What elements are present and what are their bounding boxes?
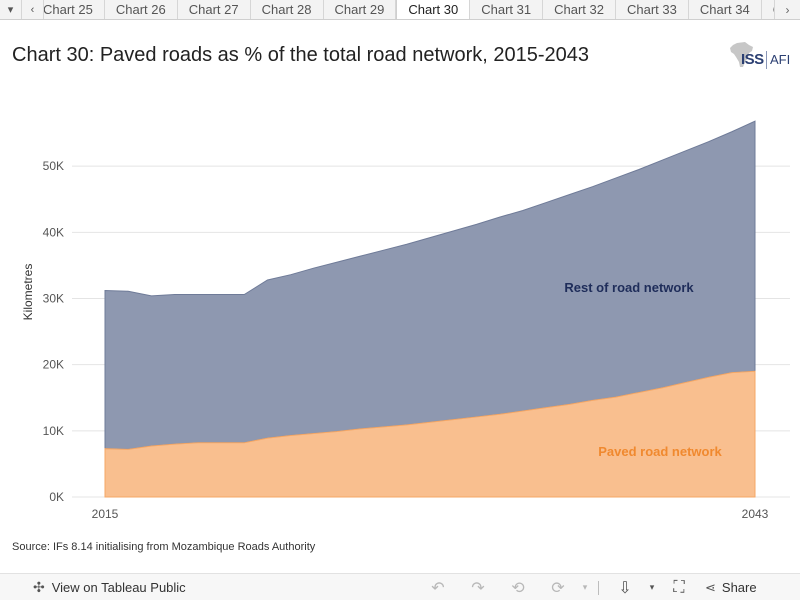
tab-scroll-left-button[interactable]: ‹ [22, 0, 44, 19]
series-label-rest: Rest of road network [564, 280, 694, 295]
series-label-paved: Paved road network [598, 444, 722, 459]
y-tick-label: 50K [43, 159, 64, 173]
caret-down-icon: ▾ [7, 4, 14, 16]
share-button[interactable]: ⋖ Share [705, 580, 757, 596]
share-label: Share [721, 580, 757, 595]
refresh-icon[interactable]: ⟳ [551, 579, 565, 597]
tab-chart-34[interactable]: Chart 34 [688, 0, 762, 19]
undo-icon[interactable]: ↶ [431, 579, 445, 597]
y-tick-label: 0K [49, 490, 64, 504]
y-tick-label: 40K [43, 225, 64, 239]
tab-chart-32[interactable]: Chart 32 [543, 0, 616, 19]
fullscreen-icon[interactable]: ⛶ [673, 578, 685, 596]
x-axis-ticks: 2015 2043 [92, 507, 769, 521]
y-axis-title: Kilometres [21, 264, 35, 321]
tab-list: Chart 25 Chart 26 Chart 27 Chart 28 Chart 29… [44, 0, 774, 19]
tab-chart-30[interactable]: Chart 30 [396, 0, 471, 19]
logo-text-secondary: AFI [770, 52, 791, 67]
y-tick-label: 30K [43, 292, 64, 306]
tab-chart-27[interactable]: Chart 27 [177, 0, 251, 19]
toolbar-divider [598, 580, 599, 595]
area-paved-road-network[interactable] [104, 370, 756, 498]
chevron-left-icon: ‹ [30, 3, 35, 16]
africa-map-icon [730, 42, 753, 67]
tab-chart-29[interactable]: Chart 29 [323, 0, 397, 19]
tableau-icon: ✣ [33, 578, 45, 595]
sheet-tab-bar: ▾ ‹ Chart 25 Chart 26 Chart 27 Chart 28 Char… [0, 0, 800, 20]
y-axis-ticks: 0K 10K 20K 30K 40K 50K [43, 159, 64, 504]
chart-title: Chart 30: Paved roads as % of the total … [12, 44, 590, 66]
tableau-toolbar: ✣ View on Tableau Public ↶ ↷ ⟲ ⟳ ▾ ⇩ ▾ ⛶… [0, 573, 800, 600]
tab-chart-26[interactable]: Chart 26 [104, 0, 178, 19]
tab-scroll-right-button[interactable]: › [774, 0, 800, 19]
logo-divider [766, 51, 767, 69]
tab-chart-35[interactable]: Chart 35 [761, 0, 774, 19]
share-icon: ⋖ [705, 579, 716, 595]
logo-text: ISS [741, 51, 764, 68]
redo-icon[interactable]: ↷ [471, 579, 485, 597]
view-on-tableau-public-link[interactable]: ✣ View on Tableau Public [33, 579, 186, 596]
y-tick-label: 20K [43, 358, 64, 372]
tab-chart-25[interactable]: Chart 25 [44, 0, 105, 19]
x-tick-label: 2015 [92, 507, 119, 521]
tab-chart-31[interactable]: Chart 31 [470, 0, 544, 19]
chevron-right-icon: › [785, 2, 790, 17]
refresh-dropdown-icon[interactable]: ▾ [582, 582, 588, 592]
tab-menu-button[interactable]: ▾ [0, 0, 22, 19]
revert-icon[interactable]: ⟲ [511, 579, 525, 597]
tab-chart-33[interactable]: Chart 33 [616, 0, 689, 19]
source-note: Source: IFs 8.14 initialising from Mozam… [12, 541, 316, 553]
tab-chart-28[interactable]: Chart 28 [250, 0, 324, 19]
view-on-tableau-public-label: View on Tableau Public [51, 579, 186, 595]
area-chart: 0K 10K 20K 30K 40K 50K 2015 2043 Kilometres Re… [21, 120, 790, 521]
toolbar-actions: ↶ ↷ ⟲ ⟳ ▾ ⇩ ▾ ⛶ ⋖ Share [418, 574, 757, 601]
x-tick-label: 2043 [742, 507, 769, 521]
y-tick-label: 10K [43, 424, 64, 438]
download-icon[interactable]: ⇩ [618, 579, 632, 597]
download-dropdown-icon[interactable]: ▾ [649, 582, 655, 592]
iss-africa-logo: ISS AFI [726, 38, 790, 74]
